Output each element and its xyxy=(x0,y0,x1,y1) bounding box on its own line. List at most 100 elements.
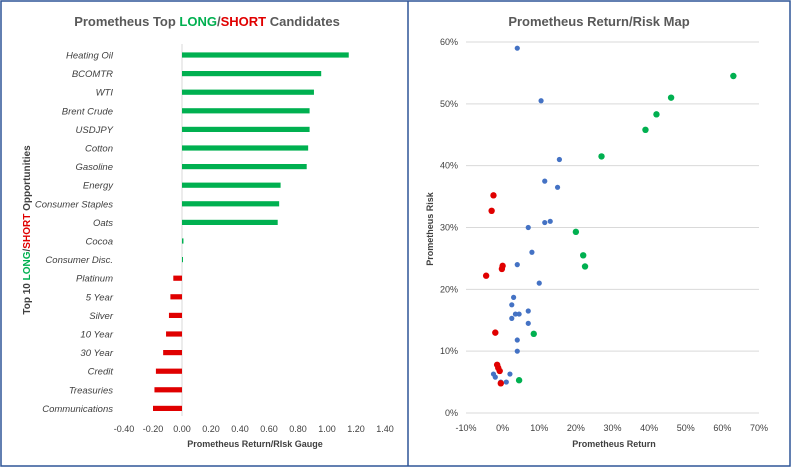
bar-x-tick-label: 1.40 xyxy=(376,424,394,434)
bar-category-label: Brent Crude xyxy=(62,106,113,117)
bar-category-label: 5 Year xyxy=(86,292,114,303)
bar-x-tick-label: 0.60 xyxy=(260,424,278,434)
bar-x-tick-label: 0.40 xyxy=(231,424,249,434)
bar-category-label: BCOMTR xyxy=(72,69,113,80)
scatter-point xyxy=(529,249,535,255)
bar xyxy=(155,368,182,374)
scatter-point xyxy=(530,330,537,338)
bar-category-label: Gasoline xyxy=(76,162,114,173)
scatter-point xyxy=(496,367,503,375)
scatter-point xyxy=(498,265,506,273)
scatter-points xyxy=(482,45,737,387)
scatter-point xyxy=(580,252,587,259)
bar-ylabel-part-1: Top 10 xyxy=(22,280,33,314)
bar-ylabel-part-5: Opportunities xyxy=(22,145,33,214)
scatter-point xyxy=(536,280,542,286)
scatter-x-tick-label: 60% xyxy=(713,423,731,433)
bar xyxy=(173,275,182,281)
scatter-point xyxy=(482,272,490,279)
scatter-point xyxy=(642,126,649,134)
bar-category-label: Communications xyxy=(42,404,113,415)
scatter-point xyxy=(542,178,548,184)
scatter-chart-title: Prometheus Return/Risk Map xyxy=(508,14,689,29)
scatter-point xyxy=(514,348,520,354)
bar-x-tick-label: 0.00 xyxy=(173,424,191,434)
bar-category-label: 30 Year xyxy=(80,348,113,359)
bar-category-label: Oats xyxy=(93,218,113,229)
bar-category-label: Consumer Staples xyxy=(35,199,113,210)
scatter-x-tick-label: 10% xyxy=(530,423,548,433)
scatter-point xyxy=(516,311,522,317)
scatter-x-tick-label: 0% xyxy=(496,423,509,433)
bar-x-tick-label: 1.00 xyxy=(318,424,336,434)
scatter-point xyxy=(525,320,531,326)
scatter-point xyxy=(514,262,520,268)
bar-category-label: Energy xyxy=(83,181,114,192)
bar xyxy=(166,331,182,337)
bar xyxy=(182,145,309,151)
scatter-point xyxy=(509,302,515,308)
bar xyxy=(182,257,183,263)
bar xyxy=(182,164,307,170)
bar xyxy=(182,182,281,188)
scatter-point xyxy=(509,315,515,321)
bar xyxy=(182,52,349,58)
scatter-point xyxy=(490,192,497,199)
scatter-x-tick-label: 50% xyxy=(677,423,695,433)
bar-x-tick-label: -0.40 xyxy=(114,424,135,434)
bar-category-label: Consumer Disc. xyxy=(45,255,113,266)
bar-category-label: Platinum xyxy=(76,274,113,285)
scatter-point xyxy=(538,98,544,104)
scatter-point xyxy=(542,219,548,226)
scatter-x-tick-label: 70% xyxy=(750,423,768,433)
scatter-y-tick-label: 60% xyxy=(440,37,458,47)
scatter-point xyxy=(547,218,553,224)
scatter-x-tick-label: 20% xyxy=(567,423,585,433)
scatter-point xyxy=(572,228,580,236)
bar xyxy=(154,387,182,393)
bar xyxy=(182,71,322,77)
scatter-point xyxy=(556,156,562,163)
scatter-point xyxy=(492,329,499,336)
bar xyxy=(182,219,278,225)
bar-category-label: USDJPY xyxy=(76,125,114,136)
scatter-y-tick-label: 0% xyxy=(445,408,458,418)
bar-title-slash: / xyxy=(217,14,221,29)
scatter-point xyxy=(653,111,660,118)
bar xyxy=(163,350,182,356)
scatter-chart-panel: Prometheus Return/Risk Map 0% 10% 20% 30% 40… xyxy=(425,14,768,449)
scatter-x-tick-label: 40% xyxy=(640,423,658,433)
bar-x-tick-label: -0.20 xyxy=(143,424,164,434)
bar-category-label: Heating Oil xyxy=(66,51,114,62)
bar xyxy=(170,294,182,300)
bar xyxy=(182,89,314,95)
bar-category-label: Treasuries xyxy=(69,385,113,396)
scatter-point xyxy=(525,308,531,314)
scatter-x-tick-labels: -10% 0% 10% 20% 30% 40% 50% 60% 70% xyxy=(455,423,768,433)
bar-x-tick-label: 0.20 xyxy=(202,424,220,434)
bar-ylabel-long: LONG xyxy=(22,251,33,280)
bar-category-labels: Heating Oil BCOMTR WTI Brent Crude USDJPY Cot… xyxy=(35,51,114,415)
scatter-point xyxy=(730,72,737,80)
scatter-point xyxy=(497,380,504,387)
bar-x-tick-labels: -0.40 -0.20 0.00 0.20 0.40 0.60 0.80 1.00 1.20 1.… xyxy=(114,424,394,434)
scatter-point xyxy=(488,207,495,215)
scatter-point xyxy=(525,224,531,231)
scatter-x-tick-label: -10% xyxy=(455,423,476,433)
scatter-y-tick-label: 20% xyxy=(440,284,458,294)
bar-category-label: Silver xyxy=(89,311,114,322)
scatter-x-tick-label: 30% xyxy=(603,423,621,433)
bar xyxy=(153,405,182,411)
scatter-point xyxy=(492,374,498,380)
bar-category-label: Cotton xyxy=(85,144,113,155)
bar-ylabel-slash: / xyxy=(22,248,33,251)
bar xyxy=(182,201,280,207)
bar-title-part-1: Prometheus Top xyxy=(74,14,179,29)
bar-ylabel-short: SHORT xyxy=(22,214,33,249)
scatter-point xyxy=(554,184,561,190)
scatter-point xyxy=(515,377,523,384)
scatter-point xyxy=(581,263,589,270)
bar-category-label: Credit xyxy=(88,367,114,378)
bar-marks xyxy=(153,52,349,411)
